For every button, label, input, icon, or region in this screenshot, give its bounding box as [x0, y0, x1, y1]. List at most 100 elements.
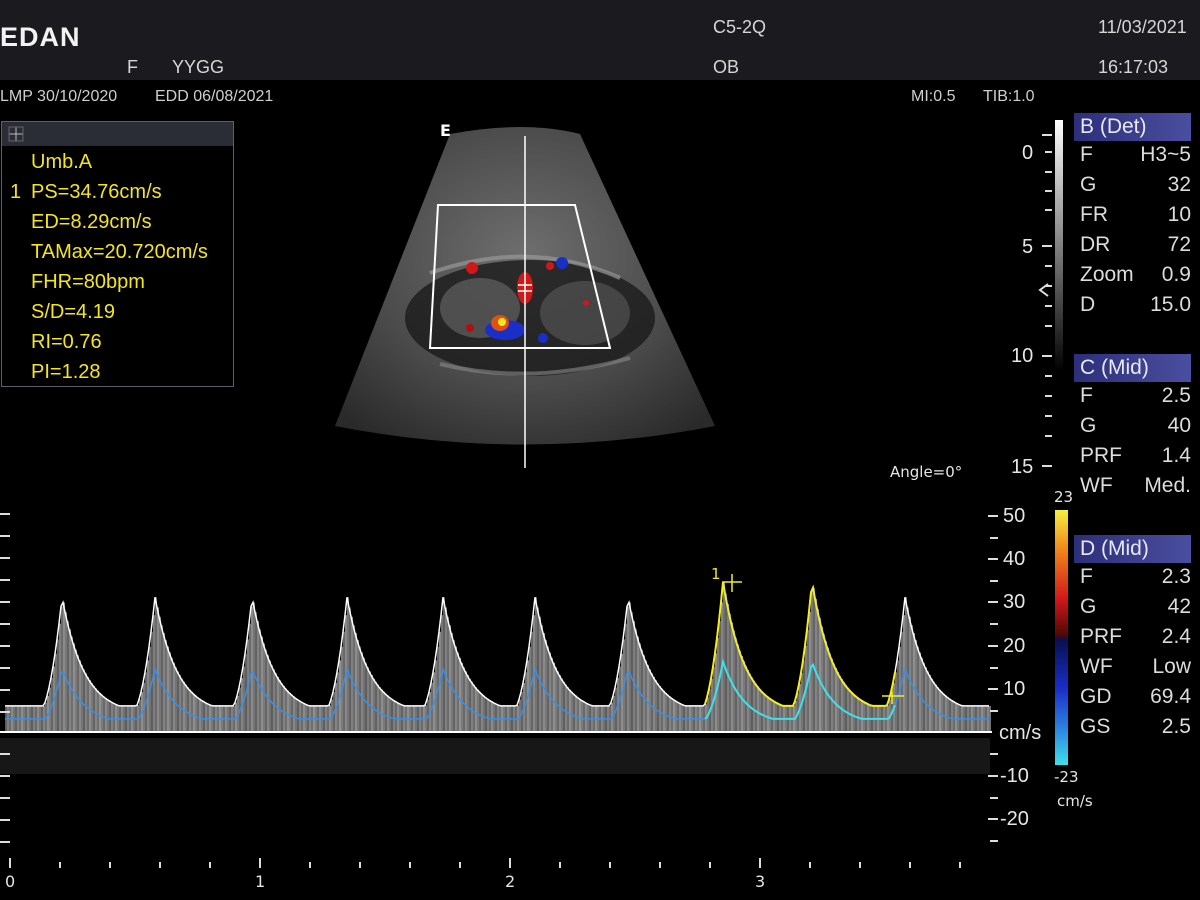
- spectral-column: [447, 616, 449, 732]
- spectral-column: [557, 671, 559, 732]
- spectral-column: [479, 691, 481, 732]
- spectral-column: [633, 621, 635, 732]
- depth-label: 10: [1011, 345, 1034, 367]
- spectral-column: [349, 607, 351, 732]
- spectral-column: [769, 698, 771, 732]
- param-label: WF: [1080, 474, 1113, 497]
- spectral-column: [735, 637, 737, 732]
- spectral-column: [193, 693, 195, 732]
- panel-c-title[interactable]: C (Mid): [1074, 354, 1191, 382]
- spectral-column: [575, 695, 577, 732]
- param-value: 2.5: [1161, 715, 1191, 738]
- param-value: 1.4: [1161, 444, 1191, 467]
- spectral-column: [465, 671, 467, 732]
- spectral-column: [157, 607, 159, 732]
- param-label: D: [1080, 293, 1096, 316]
- spectral-column: [383, 691, 385, 732]
- spectral-column: [291, 694, 293, 732]
- spectral-column: [659, 685, 661, 732]
- spectral-column: [731, 622, 733, 732]
- panel-b-title[interactable]: B (Det): [1074, 113, 1191, 141]
- spectral-column: [67, 621, 69, 732]
- move-handle-icon[interactable]: [8, 126, 24, 142]
- spectral-column: [167, 646, 169, 732]
- spectral-column: [907, 607, 909, 732]
- measurement-line: FHR=80bpm: [31, 271, 145, 293]
- spectral-column: [379, 687, 381, 732]
- spectral-column: [107, 699, 109, 732]
- angle-label: Angle=0°: [890, 463, 963, 481]
- spectral-column: [87, 676, 89, 732]
- spectral-column: [815, 598, 817, 732]
- spectral-column: [171, 657, 173, 732]
- panel-d-title[interactable]: D (Mid): [1074, 535, 1191, 563]
- spectral-column: [743, 661, 745, 732]
- spectral-column: [263, 643, 265, 732]
- spectral-column: [763, 693, 765, 732]
- velocity-label: 40: [1003, 548, 1026, 570]
- param-value: Low: [1152, 655, 1191, 678]
- spectral-column: [93, 685, 95, 732]
- doppler-spectrum[interactable]: [0, 500, 1000, 900]
- spectral-column: [837, 672, 839, 732]
- color-roi-box[interactable]: [428, 204, 612, 349]
- spectral-column: [563, 681, 565, 732]
- spectral-column: [635, 629, 637, 732]
- spectral-column: [99, 692, 101, 732]
- spectral-column: [923, 662, 925, 732]
- spectral-column: [637, 636, 639, 732]
- spectral-column: [473, 684, 475, 732]
- spectral-column: [161, 625, 163, 732]
- spectral-column: [537, 607, 539, 732]
- spectral-column: [579, 698, 581, 732]
- spectral-column: [395, 701, 397, 732]
- spectral-column: [305, 704, 307, 732]
- spectral-column: [159, 616, 161, 732]
- spectral-column: [61, 606, 63, 732]
- spectral-column: [629, 602, 631, 732]
- spectral-column: [477, 689, 479, 732]
- measurement-line: PI=1.28: [31, 361, 101, 383]
- spectral-column: [203, 701, 205, 732]
- spectral-column: [933, 681, 935, 732]
- spectral-column: [373, 678, 375, 732]
- spectral-column: [463, 667, 465, 732]
- spectral-column: [649, 669, 651, 732]
- spectral-column: [181, 678, 183, 732]
- spectral-column: [813, 587, 815, 732]
- spectral-column: [359, 646, 361, 732]
- spectral-column: [947, 697, 949, 732]
- velocity-label: 30: [1003, 591, 1026, 613]
- depth-label: 15: [1011, 456, 1034, 478]
- spectral-column: [539, 616, 541, 732]
- measurement-line: TAMax=20.720cm/s: [31, 241, 208, 263]
- spectral-column: [155, 597, 157, 732]
- exam-time: 16:17:03: [1098, 57, 1169, 77]
- spectral-column: [573, 693, 575, 732]
- spectral-column: [445, 607, 447, 732]
- spectral-column: [375, 681, 377, 732]
- spectral-column: [487, 698, 489, 732]
- spectral-column: [485, 697, 487, 732]
- spectral-column: [921, 657, 923, 732]
- spectral-column: [909, 616, 911, 732]
- spectral-column: [551, 657, 553, 732]
- spectral-column: [989, 705, 991, 732]
- probe-name: C5-2Q: [713, 17, 767, 37]
- spectral-column: [351, 616, 353, 732]
- spectral-column: [467, 675, 469, 732]
- param-value: 40: [1167, 414, 1191, 437]
- param-value: Med.: [1144, 474, 1191, 497]
- param-label: GS: [1080, 715, 1111, 738]
- spectral-column: [277, 676, 279, 732]
- spectral-column: [63, 602, 65, 732]
- spectral-column: [847, 687, 849, 732]
- spectral-column: [549, 652, 551, 732]
- param-label: WF: [1080, 655, 1113, 678]
- focus-marker-icon[interactable]: [1038, 283, 1050, 297]
- bmode-image[interactable]: [330, 118, 720, 470]
- spectral-column: [103, 696, 105, 732]
- spectral-column: [671, 698, 673, 732]
- param-value: H3~5: [1140, 143, 1191, 166]
- spectral-column: [581, 700, 583, 732]
